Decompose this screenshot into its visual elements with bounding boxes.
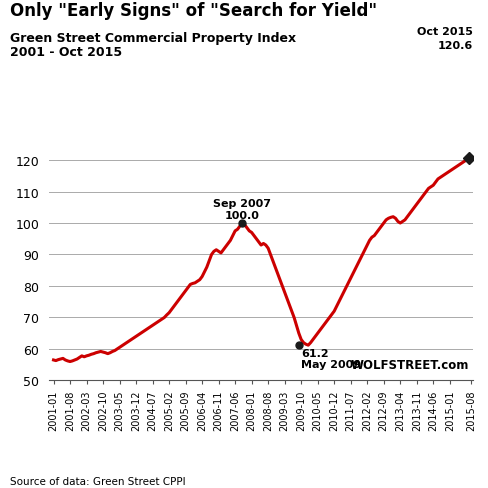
- Text: Oct 2015: Oct 2015: [418, 27, 473, 37]
- Text: 61.2
May 2009: 61.2 May 2009: [301, 348, 361, 369]
- Text: Sep 2007
100.0: Sep 2007 100.0: [213, 199, 271, 221]
- Text: 2001 - Oct 2015: 2001 - Oct 2015: [10, 46, 122, 60]
- Text: Only "Early Signs" of "Search for Yield": Only "Early Signs" of "Search for Yield": [10, 2, 377, 20]
- Text: Green Street Commercial Property Index: Green Street Commercial Property Index: [10, 32, 296, 45]
- Text: 120.6: 120.6: [438, 41, 473, 51]
- Text: Source of data: Green Street CPPI: Source of data: Green Street CPPI: [10, 476, 185, 486]
- Text: WOLFSTREET.com: WOLFSTREET.com: [351, 359, 469, 371]
